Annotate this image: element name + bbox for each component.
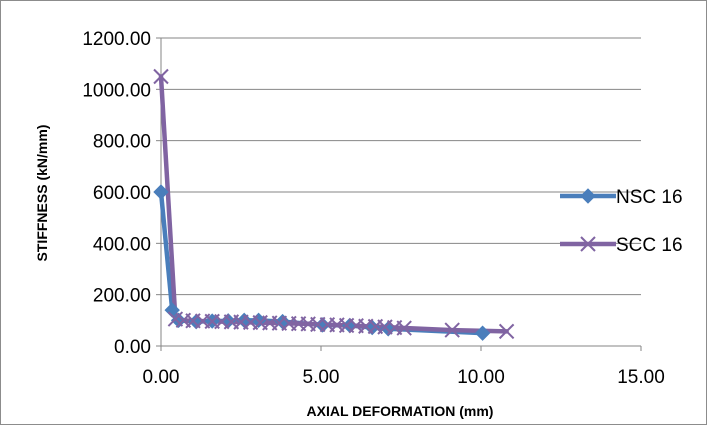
data-point	[153, 68, 169, 85]
y-axis-title: STIFFNESS (kN/mm)	[34, 125, 50, 262]
data-point	[153, 184, 169, 200]
y-tick-label: 800.00	[93, 132, 151, 153]
y-tick-label: 600.00	[93, 183, 151, 204]
y-tick-label: 1000.00	[82, 80, 151, 101]
x-tick-label: 10.00	[457, 367, 505, 388]
legend-label-2: SCC 16	[616, 235, 683, 256]
y-tick-label: 1200.00	[82, 29, 151, 50]
marker-stroke	[498, 323, 515, 340]
data-point	[498, 323, 515, 340]
marker-stroke	[153, 68, 169, 85]
gridlines	[161, 37, 641, 296]
data-point	[314, 317, 331, 333]
marker-stroke	[396, 320, 412, 336]
x-tick-label: 0.00	[143, 367, 180, 388]
legend: NSC 16 SCC 16	[560, 187, 683, 256]
data-point	[444, 322, 460, 338]
data-point	[474, 325, 491, 341]
data-point	[396, 320, 412, 336]
marker-stroke	[444, 322, 460, 338]
data-series	[153, 68, 515, 341]
y-tick-label: 200.00	[93, 286, 151, 307]
x-axis-title: AXIAL DEFORMATION (mm)	[307, 403, 494, 419]
x-tick-label: 5.00	[303, 367, 340, 388]
legend-marker-1	[580, 188, 596, 204]
x-tick-label: 15.00	[617, 367, 665, 388]
y-tick-label: 400.00	[93, 234, 151, 255]
marker-stroke	[580, 236, 596, 252]
y-tick-label: 0.00	[114, 337, 151, 358]
axes: 0.00 200.00 400.00 600.00 800.00 1000.00 1200.…	[82, 29, 664, 388]
marker-stroke	[167, 311, 184, 327]
legend-label-1: NSC 16	[616, 187, 683, 208]
legend-marker-2	[580, 236, 596, 252]
